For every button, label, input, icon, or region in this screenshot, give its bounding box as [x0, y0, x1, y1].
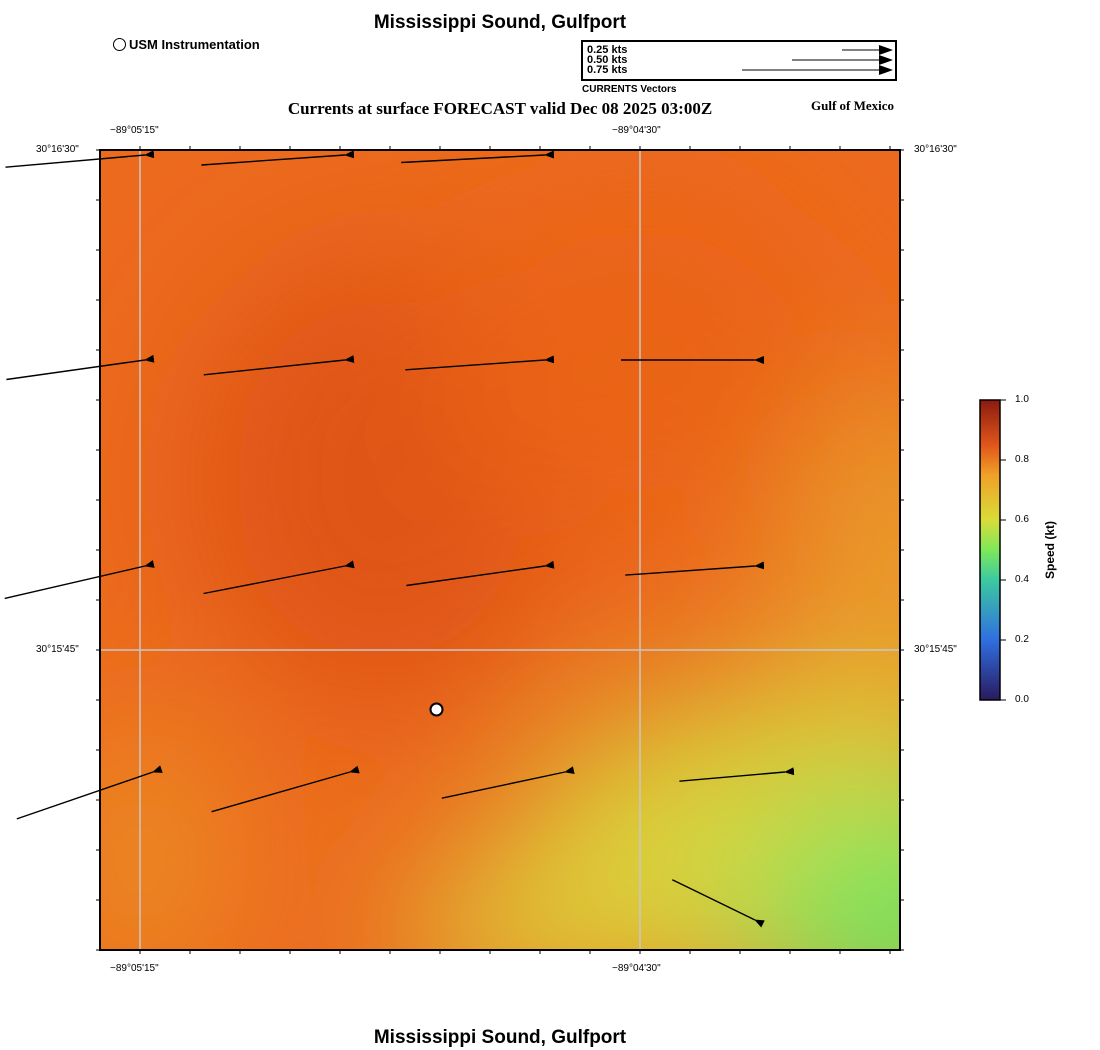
- colorbar-tick-0.8: 0.8: [1015, 454, 1029, 465]
- top-lon-label-2: −89°04'30": [612, 125, 661, 136]
- usm-station-marker[interactable]: [429, 702, 444, 717]
- current-vector-r1c3: [401, 150, 555, 164]
- current-vector-r1c1: [5, 150, 155, 168]
- current-vector-r4c3: [441, 766, 575, 799]
- usm-station-marker-icon: [113, 38, 126, 51]
- scale-label-050: 0.50 kts: [587, 54, 628, 66]
- current-vector-r4c4: [679, 767, 795, 782]
- colorbar-ticks: [1000, 399, 1006, 701]
- colorbar-tick-0.0: 0.0: [1015, 694, 1029, 705]
- right-lat-label-1: 30°16'30": [914, 144, 957, 155]
- colorbar-tick-1.0: 1.0: [1015, 394, 1029, 405]
- colorbar: [979, 399, 1001, 701]
- usm-legend-label: USM Instrumentation: [129, 37, 260, 52]
- current-vector-r4c2: [211, 765, 360, 813]
- region-label: Gulf of Mexico: [811, 98, 895, 113]
- top-lon-label-1: −89°05'15": [110, 125, 159, 136]
- bottom-lon-label-2: −89°04'30": [612, 963, 661, 974]
- left-lat-label-2: 30°15'45": [36, 644, 79, 655]
- current-vector-r2c1: [6, 354, 155, 381]
- current-vector-r3c2: [203, 560, 355, 595]
- current-vector-r5c4: [671, 879, 765, 928]
- speed-field: [100, 150, 900, 950]
- colorbar-tick-0.4: 0.4: [1015, 574, 1029, 585]
- forecast-subtitle: Currents at surface FORECAST valid Dec 0…: [287, 99, 713, 118]
- current-vector-r4c1: [16, 765, 163, 820]
- current-vector-r3c3: [406, 560, 555, 587]
- current-vector-r1c2: [201, 150, 355, 166]
- frame-ticks: [96, 146, 904, 954]
- current-vector-r2c3: [405, 355, 555, 371]
- current-vectors: [4, 150, 795, 928]
- usm-legend: USM Instrumentation: [113, 37, 260, 52]
- current-vector-r3c4: [625, 561, 765, 576]
- graticule: [100, 150, 900, 950]
- left-lat-label-1: 30°16'30": [36, 144, 79, 155]
- vector-scale-arrows: [742, 45, 893, 75]
- current-vector-r3c1: [4, 560, 155, 600]
- footer-title: Mississippi Sound, Gulfport: [373, 1027, 627, 1048]
- vector-scale-caption: CURRENTS Vectors: [582, 84, 677, 95]
- scale-label-075: 0.75 kts: [587, 64, 628, 76]
- current-vector-r2c2: [203, 355, 355, 376]
- scale-label-025: 0.25 kts: [587, 44, 628, 56]
- bottom-lon-label-1: −89°05'15": [110, 963, 159, 974]
- colorbar-tick-0.6: 0.6: [1015, 514, 1029, 525]
- colorbar-tick-0.2: 0.2: [1015, 634, 1029, 645]
- map-title: Mississippi Sound, Gulfport: [373, 12, 627, 33]
- right-lat-label-2: 30°15'45": [914, 644, 957, 655]
